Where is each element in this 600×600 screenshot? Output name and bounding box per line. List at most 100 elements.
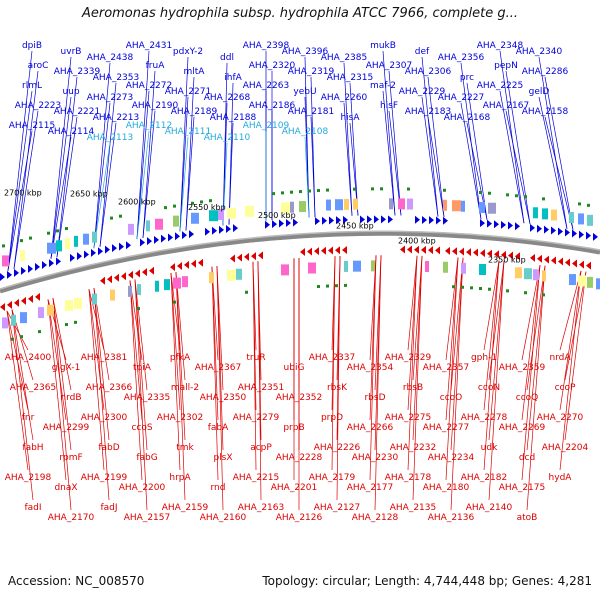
top-gene-label[interactable]: AHA_2307	[366, 61, 413, 71]
bottom-gene-label[interactable]: AHA_2182	[461, 473, 508, 483]
bottom-gene-label[interactable]: fabA	[208, 423, 229, 433]
bottom-gene-label[interactable]: gph-1	[471, 353, 497, 363]
bottom-gene-label[interactable]: AHA_2200	[119, 483, 166, 493]
top-gene-label[interactable]: dpiB	[22, 41, 42, 51]
bottom-gene-label[interactable]: AHA_2350	[200, 393, 247, 403]
bottom-gene-label[interactable]: prpD	[321, 413, 343, 423]
bottom-gene-label[interactable]: AHA_2199	[81, 473, 128, 483]
bottom-gene-label[interactable]: AHA_2127	[314, 503, 361, 513]
bottom-gene-label[interactable]: ccoO	[440, 393, 463, 403]
bottom-gene-label[interactable]: fnr	[22, 413, 35, 423]
bottom-gene-label[interactable]: tmk	[176, 443, 194, 453]
bottom-gene-label[interactable]: AHA_2279	[233, 413, 280, 423]
top-gene-label[interactable]: AHA_2186	[249, 101, 296, 111]
top-gene-label[interactable]: AHA_2108	[282, 127, 329, 137]
top-gene-label[interactable]: prc	[460, 73, 474, 83]
bottom-gene-label[interactable]: AHA_2215	[233, 473, 280, 483]
bottom-gene-label[interactable]: AHA_2269	[499, 423, 546, 433]
top-gene-label[interactable]: rlmL	[22, 81, 42, 91]
bottom-gene-label[interactable]: AHA_2400	[5, 353, 52, 363]
top-gene-label[interactable]: uvrB	[61, 47, 82, 57]
top-gene-label[interactable]: AHA_2181	[288, 107, 335, 117]
bottom-gene-label[interactable]: AHA_2175	[499, 483, 546, 493]
top-gene-label[interactable]: AHA_2320	[249, 61, 296, 71]
bottom-gene-label[interactable]: AHA_2170	[48, 513, 95, 523]
bottom-gene-label[interactable]: AHA_2135	[390, 503, 437, 513]
bottom-gene-label[interactable]: dnaX	[54, 483, 77, 493]
bottom-gene-label[interactable]: AHA_2180	[423, 483, 470, 493]
bottom-gene-label[interactable]: AHA_2329	[385, 353, 432, 363]
bottom-gene-label[interactable]: AHA_2351	[238, 383, 285, 393]
top-gene-label[interactable]: AHA_2189	[171, 107, 218, 117]
top-gene-label[interactable]: AHA_2111	[165, 127, 212, 137]
bottom-gene-label[interactable]: ubiG	[284, 363, 305, 373]
bottom-gene-label[interactable]: AHA_2381	[81, 353, 128, 363]
bottom-gene-label[interactable]: AHA_2300	[81, 413, 128, 423]
bottom-gene-label[interactable]: nrdB	[60, 393, 81, 403]
bottom-gene-label[interactable]: AHA_2228	[276, 453, 323, 463]
top-gene-label[interactable]: AHA_2223	[15, 101, 62, 111]
bottom-gene-label[interactable]: plsX	[213, 453, 232, 463]
bottom-gene-label[interactable]: AHA_2177	[347, 483, 394, 493]
bottom-gene-label[interactable]: AHA_2278	[461, 413, 508, 423]
top-gene-label[interactable]: ddl	[220, 53, 234, 63]
bottom-gene-label[interactable]: fadJ	[100, 503, 117, 513]
bottom-gene-label[interactable]: AHA_2302	[157, 413, 204, 423]
bottom-gene-label[interactable]: rbsB	[403, 383, 423, 393]
bottom-gene-label[interactable]: hrpA	[169, 473, 191, 483]
bottom-gene-label[interactable]: AHA_2159	[162, 503, 209, 513]
bottom-gene-label[interactable]: truR	[246, 353, 265, 363]
top-gene-label[interactable]: AHA_2339	[54, 67, 101, 77]
bottom-gene-label[interactable]: AHA_2232	[390, 443, 437, 453]
top-gene-label[interactable]: AHA_2273	[87, 93, 134, 103]
bottom-gene-label[interactable]: AHA_2270	[537, 413, 584, 423]
top-gene-label[interactable]: AHA_2112	[126, 121, 173, 131]
top-gene-label[interactable]: AHA_2348	[477, 41, 524, 51]
top-gene-label[interactable]: AHA_2396	[282, 47, 329, 57]
top-gene-label[interactable]: AHA_2398	[243, 41, 290, 51]
top-gene-label[interactable]: AHA_2271	[165, 87, 212, 97]
bottom-gene-label[interactable]: udk	[481, 443, 498, 453]
bottom-gene-label[interactable]: AHA_2163	[238, 503, 285, 513]
bottom-gene-label[interactable]: fabD	[98, 443, 119, 453]
top-gene-label[interactable]: AHA_2227	[438, 93, 485, 103]
top-gene-label[interactable]: AHA_2229	[399, 87, 446, 97]
bottom-gene-label[interactable]: AHA_2198	[5, 473, 52, 483]
top-gene-label[interactable]: AHA_2110	[204, 133, 251, 143]
top-gene-label[interactable]: AHA_2113	[87, 133, 134, 143]
bottom-gene-label[interactable]: ccoS	[131, 423, 152, 433]
bottom-gene-label[interactable]: AHA_2128	[352, 513, 399, 523]
top-gene-label[interactable]: AHA_2213	[93, 113, 140, 123]
bottom-gene-label[interactable]: AHA_2136	[428, 513, 475, 523]
top-gene-label[interactable]: AHA_2221	[54, 107, 101, 117]
top-gene-label[interactable]: AHA_2183	[405, 107, 452, 117]
top-gene-label[interactable]: AHA_2167	[483, 101, 530, 111]
top-gene-label[interactable]: AHA_2385	[321, 53, 368, 63]
top-gene-label[interactable]: AHA_2109	[243, 121, 290, 131]
bottom-gene-label[interactable]: AHA_2366	[86, 383, 133, 393]
bottom-gene-label[interactable]: AHA_2335	[124, 393, 171, 403]
top-gene-label[interactable]: AHA_2272	[126, 81, 173, 91]
top-gene-label[interactable]: AHA_2188	[210, 113, 257, 123]
top-gene-label[interactable]: AHA_2438	[87, 53, 134, 63]
bottom-gene-label[interactable]: atoB	[517, 513, 538, 523]
top-gene-label[interactable]: pepN	[494, 61, 518, 71]
top-gene-label[interactable]: AHA_2286	[522, 67, 569, 77]
top-gene-label[interactable]: AHA_2356	[438, 53, 485, 63]
top-gene-label[interactable]: AHA_2319	[288, 67, 335, 77]
bottom-gene-label[interactable]: AHA_2179	[309, 473, 356, 483]
bottom-gene-label[interactable]: AHA_2367	[195, 363, 242, 373]
top-gene-label[interactable]: yebU	[293, 87, 316, 97]
bottom-gene-label[interactable]: fadI	[24, 503, 41, 513]
top-gene-label[interactable]: AHA_2315	[327, 73, 374, 83]
bottom-gene-label[interactable]: AHA_2126	[276, 513, 323, 523]
bottom-gene-label[interactable]: AHA_2201	[271, 483, 318, 493]
bottom-gene-label[interactable]: acpP	[250, 443, 272, 453]
bottom-gene-label[interactable]: AHA_2266	[347, 423, 394, 433]
top-gene-label[interactable]: ihfA	[224, 73, 242, 83]
top-gene-label[interactable]: aroC	[28, 61, 49, 71]
bottom-gene-label[interactable]: AHA_2230	[352, 453, 399, 463]
top-gene-label[interactable]: AHA_2225	[477, 81, 524, 91]
top-gene-label[interactable]: AHA_2431	[126, 41, 173, 51]
bottom-gene-label[interactable]: hydA	[549, 473, 573, 483]
